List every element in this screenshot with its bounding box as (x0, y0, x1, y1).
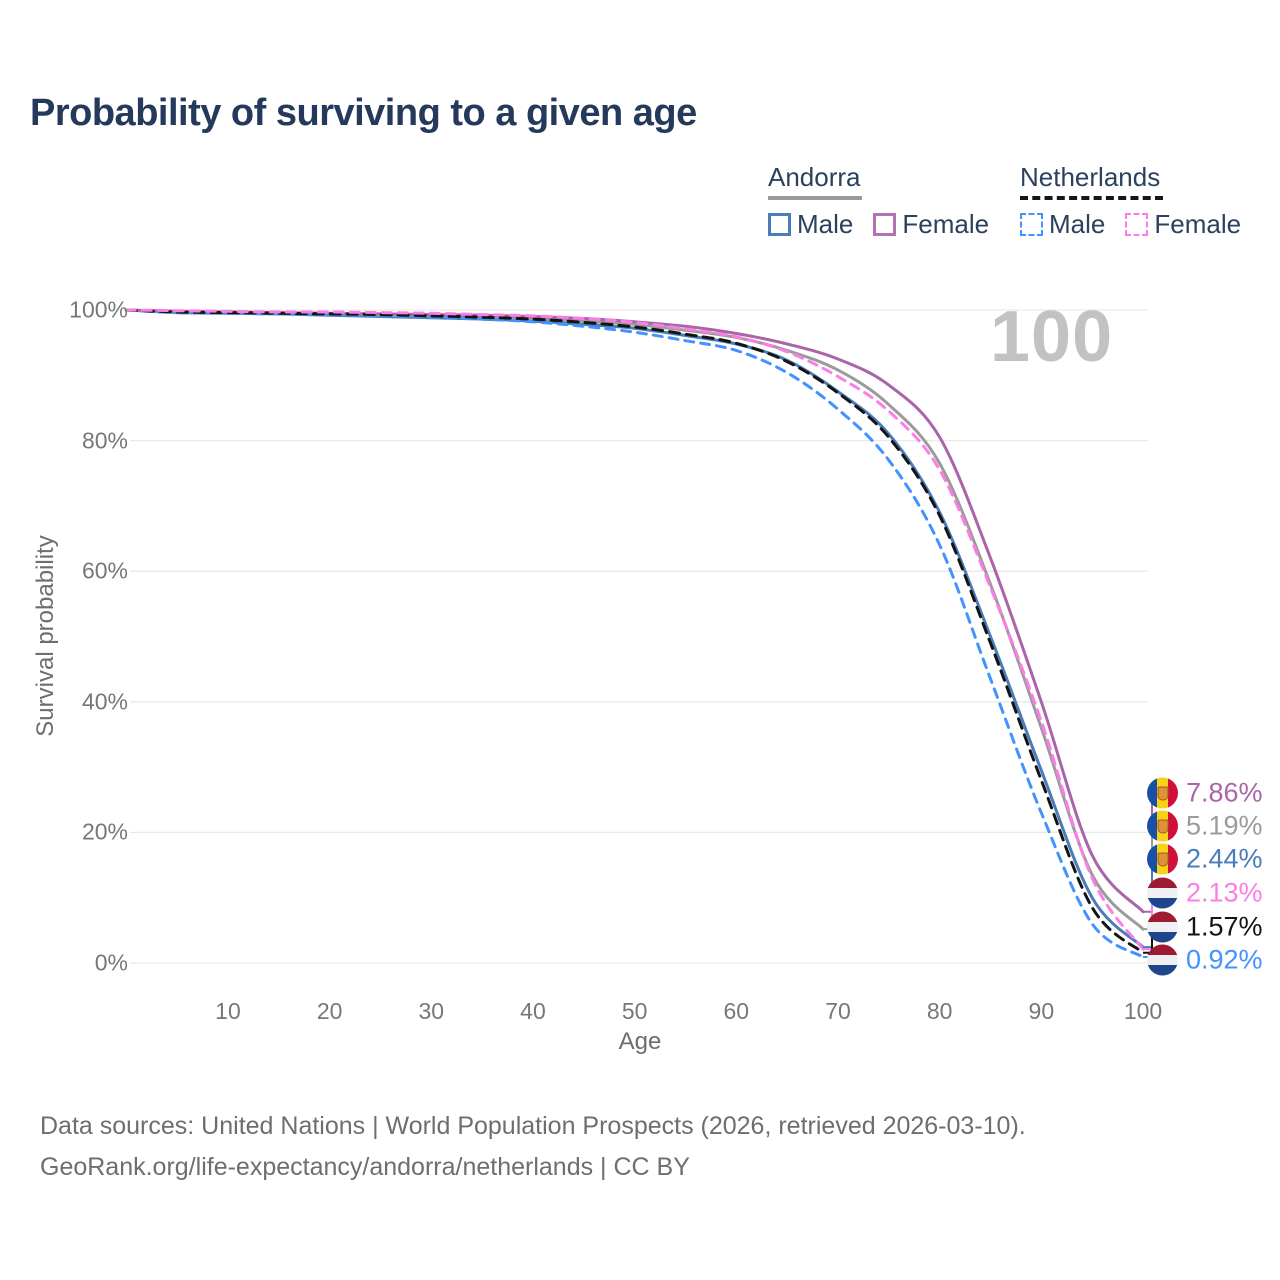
andorra-flag-icon (1147, 843, 1178, 875)
end-label-andorra-female: 7.86% (1147, 777, 1263, 809)
series-line-andorra-male (124, 308, 1145, 949)
legend-label-andorra-female: Female (902, 209, 990, 239)
end-label-andorra-male: 2.44% (1147, 843, 1263, 875)
x-tick: 100 (1123, 998, 1163, 1024)
end-label-netherlands-average: 1.57% (1147, 911, 1263, 943)
page-title: Probability of surviving to a given age (30, 92, 697, 134)
legend-checkbox-netherlands-male[interactable] (1020, 213, 1043, 236)
y-tick: 20% (81, 818, 128, 845)
x-tick: 80 (926, 998, 953, 1024)
legend-line-sample-andorra (768, 196, 862, 200)
end-label-netherlands-male: 0.92% (1147, 944, 1263, 976)
legend-item-netherlands-female[interactable]: Female (1125, 209, 1241, 240)
gridline-layer (130, 309, 1148, 964)
curves-layer (124, 308, 1157, 961)
end-label-value: 2.44% (1186, 843, 1263, 874)
end-label-value: 5.19% (1186, 810, 1263, 841)
x-tick: 30 (418, 998, 445, 1024)
footer-sources: Data sources: United Nations | World Pop… (40, 1112, 1026, 1140)
andorra-flag-icon (1147, 777, 1178, 809)
legend-group-andorra: Andorra Male Female (768, 162, 989, 240)
legend-label-netherlands-male: Male (1049, 209, 1106, 239)
x-tick: 60 (723, 998, 750, 1024)
series-line-netherlands-female (124, 308, 1145, 951)
y-tick: 60% (81, 557, 128, 584)
x-tick: 50 (621, 998, 648, 1024)
series-line-andorra-female (124, 308, 1145, 914)
legend-item-netherlands-male[interactable]: Male (1020, 209, 1105, 240)
legend-group-netherlands: Netherlands Male Female (1020, 162, 1241, 240)
footer: Data sources: United Nations | World Pop… (40, 1106, 1026, 1188)
age-watermark: 100 (990, 297, 1114, 377)
x-tick: 90 (1028, 998, 1055, 1024)
series-line-netherlands-male (124, 308, 1145, 959)
netherlands-flag-icon (1147, 911, 1178, 943)
end-label-andorra-average: 5.19% (1147, 810, 1263, 842)
series-line-andorra-average (124, 308, 1145, 931)
netherlands-flag-icon (1147, 877, 1178, 909)
legend-checkbox-andorra-male[interactable] (768, 213, 791, 236)
footer-attribution: GeoRank.org/life-expectancy/andorra/neth… (40, 1152, 690, 1181)
y-axis-title: Survival probability (32, 535, 59, 737)
end-label-netherlands-female: 2.13% (1147, 877, 1263, 909)
end-label-value: 1.57% (1186, 911, 1263, 942)
y-tick: 80% (81, 427, 128, 454)
x-tick: 20 (316, 998, 343, 1024)
legend-checkbox-netherlands-female[interactable] (1125, 213, 1149, 236)
netherlands-flag-icon (1147, 944, 1178, 976)
x-tick: 40 (520, 998, 546, 1024)
legend-country-andorra: Andorra (768, 162, 861, 192)
end-label-value: 7.86% (1186, 777, 1263, 808)
y-tick: 0% (94, 949, 128, 976)
y-tick: 40% (81, 688, 128, 715)
legend-label-andorra-male: Male (797, 209, 854, 239)
legend-item-andorra-male[interactable]: Male (768, 209, 853, 240)
x-tick: 70 (825, 998, 851, 1024)
x-axis-title: Age (618, 1028, 662, 1055)
x-tick: 10 (215, 998, 241, 1024)
andorra-flag-icon (1147, 810, 1178, 842)
legend-country-netherlands: Netherlands (1020, 162, 1161, 192)
end-label-value: 0.92% (1186, 944, 1263, 975)
end-label-value: 2.13% (1186, 877, 1263, 908)
legend-label-netherlands-female: Female (1154, 209, 1242, 239)
survival-chart: 100 0% 20% 40% 60% 80% 100% 10 20 30 40 50 60 70 80 90… (0, 0, 1280, 1080)
series-line-netherlands-average (124, 308, 1145, 955)
legend-checkbox-andorra-female[interactable] (873, 213, 897, 236)
y-tick: 100% (69, 296, 128, 323)
legend-item-andorra-female[interactable]: Female (873, 209, 989, 240)
legend-line-sample-netherlands (1020, 196, 1163, 200)
